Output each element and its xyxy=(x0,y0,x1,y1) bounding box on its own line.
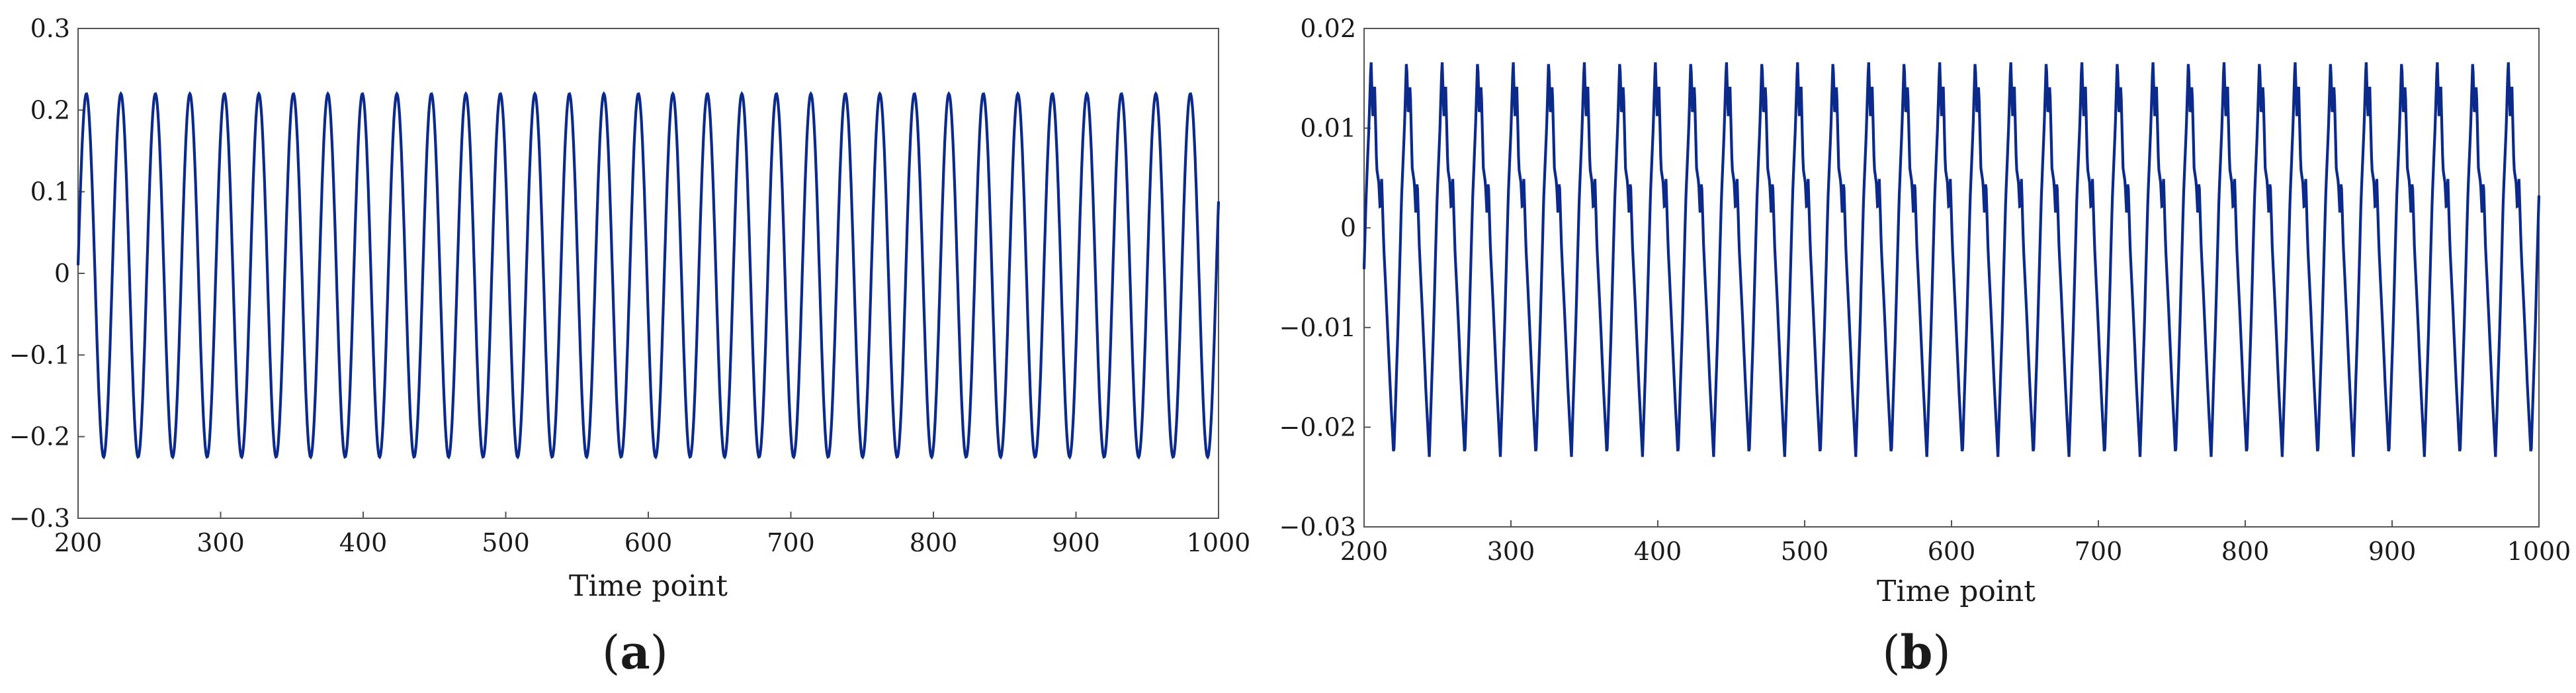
x-tick-label-b: 600 xyxy=(1928,537,1976,566)
x-tick-label-b: 500 xyxy=(1781,537,1829,566)
panel-letter-a: a xyxy=(620,625,650,680)
y-tick-label-b: −0.01 xyxy=(1279,313,1356,342)
x-tick-label-a: 400 xyxy=(339,528,388,557)
x-tick-label-a: 900 xyxy=(1052,528,1100,557)
y-tick-label-b: 0.02 xyxy=(1300,14,1356,43)
ticks-b: 200 300 400 500 600 700 800 900 1000 −0.03 −0.02 −0… xyxy=(1279,14,2571,566)
panel-a: 200 300 400 500 600 700 800 900 1000 −0.3 −0.2 −0.1… xyxy=(9,14,1251,680)
ticks-a: 200 300 400 500 600 700 800 900 1000 −0.3 −0.2 −0.1… xyxy=(9,14,1251,557)
panel-label-b: (b) xyxy=(1882,625,1951,680)
x-tick-label-b: 800 xyxy=(2221,537,2270,566)
y-tick-label-b: −0.02 xyxy=(1279,412,1356,441)
x-tick-label-a: 600 xyxy=(624,528,673,557)
x-tick-label-a: 200 xyxy=(54,528,103,557)
y-tick-label-a: 0 xyxy=(54,259,70,288)
panel-letter-b: b xyxy=(1901,625,1933,680)
y-tick-label-a: 0.2 xyxy=(30,95,70,124)
y-tick-label-a: 0.1 xyxy=(30,177,70,207)
x-tick-label-b: 900 xyxy=(2368,537,2417,566)
x-tick-label-b: 700 xyxy=(2075,537,2123,566)
x-tick-label-b: 400 xyxy=(1634,537,1682,566)
series-line-b xyxy=(1362,62,2541,457)
x-axis-label-b: Time point xyxy=(1877,575,2036,608)
x-tick-label-b: 200 xyxy=(1340,537,1389,566)
x-tick-label-a: 700 xyxy=(767,528,815,557)
y-tick-label-b: 0.01 xyxy=(1300,114,1356,143)
x-tick-label-a: 300 xyxy=(196,528,245,557)
x-tick-label-a: 500 xyxy=(482,528,530,557)
series-line-a xyxy=(76,91,1221,460)
y-tick-label-a: −0.3 xyxy=(9,504,70,533)
x-tick-label-b: 300 xyxy=(1487,537,1535,566)
x-tick-label-a: 800 xyxy=(910,528,958,557)
x-tick-label-a: 1000 xyxy=(1187,528,1251,557)
y-tick-label-b: −0.03 xyxy=(1279,512,1356,541)
y-tick-label-a: −0.1 xyxy=(9,340,70,369)
y-tick-label-a: 0.3 xyxy=(30,14,70,43)
panel-b: 200 300 400 500 600 700 800 900 1000 −0.03 −0.02 −0… xyxy=(1279,14,2571,680)
x-axis-label-a: Time point xyxy=(569,569,728,603)
y-tick-label-b: 0 xyxy=(1340,213,1356,242)
y-tick-label-a: −0.2 xyxy=(9,422,70,451)
x-tick-label-b: 1000 xyxy=(2507,537,2571,566)
panel-label-a: (a) xyxy=(602,625,668,680)
